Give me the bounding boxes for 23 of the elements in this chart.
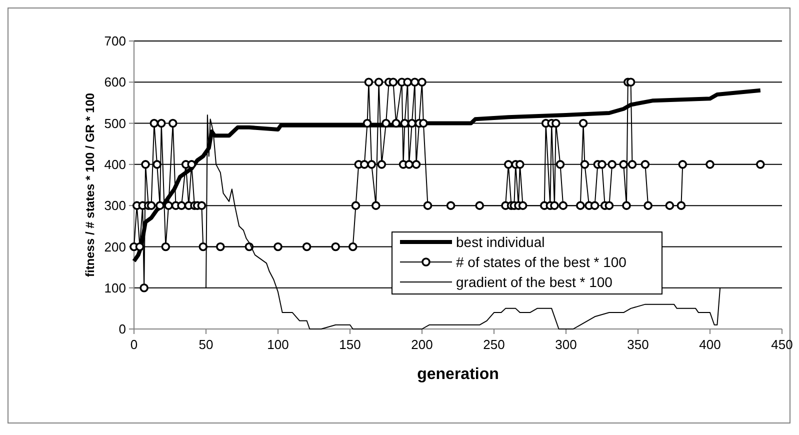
x-tick-label: 50 xyxy=(198,337,214,352)
legend-label: gradient of the best * 100 xyxy=(456,274,613,290)
y-axis-title: fitness / # states * 100 / GR * 100 xyxy=(83,92,97,278)
x-tick-label: 350 xyxy=(627,337,649,352)
y-tick-label: 300 xyxy=(104,198,126,214)
x-tick-label: 150 xyxy=(339,337,361,352)
x-tick-label: 450 xyxy=(771,337,793,352)
x-tick-label: 300 xyxy=(555,337,577,352)
x-axis-title: generation xyxy=(417,366,499,383)
x-tick-label: 400 xyxy=(699,337,721,352)
legend-label: best individual xyxy=(456,234,545,250)
x-tick-label: 0 xyxy=(130,337,138,352)
legend-label: # of states of the best * 100 xyxy=(456,254,627,270)
y-tick-label: 600 xyxy=(104,74,126,90)
x-tick-label: 250 xyxy=(483,337,505,352)
y-tick-label: 700 xyxy=(104,34,126,49)
x-tick-label: 100 xyxy=(267,337,289,352)
y-tick-label: 0 xyxy=(118,322,126,337)
x-tick-label: 200 xyxy=(411,337,433,352)
y-tick-label: 500 xyxy=(104,116,126,131)
y-tick-label: 200 xyxy=(104,239,126,254)
y-tick-label: 400 xyxy=(104,156,126,172)
y-tick-label: 100 xyxy=(104,280,126,296)
